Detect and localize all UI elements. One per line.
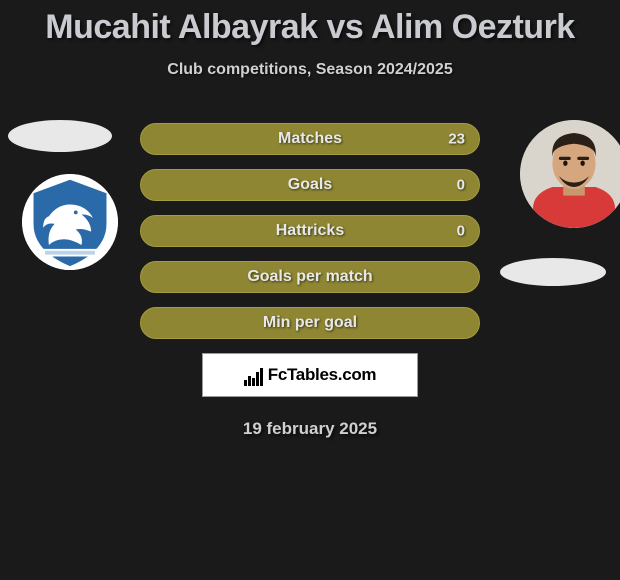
stat-row-min-per-goal: Min per goal	[140, 307, 480, 339]
club-logo-right-placeholder	[500, 258, 606, 286]
player-left-placeholder	[8, 120, 112, 152]
page-title: Mucahit Albayrak vs Alim Oezturk	[0, 0, 620, 47]
date-label: 19 february 2025	[0, 419, 620, 439]
stat-row-goals: Goals 0	[140, 169, 480, 201]
stat-label: Matches	[278, 130, 342, 148]
stat-row-matches: Matches 23	[140, 123, 480, 155]
stat-label: Hattricks	[276, 222, 344, 240]
stat-label: Min per goal	[263, 314, 357, 332]
player-avatar-right	[520, 120, 620, 228]
stat-value: 0	[457, 223, 465, 240]
source-logo-box: FcTables.com	[202, 353, 418, 397]
stat-value: 23	[448, 131, 465, 148]
club-logo-left	[22, 174, 118, 270]
source-name: FcTables.com	[268, 365, 377, 385]
stat-value: 0	[457, 177, 465, 194]
comparison-card: Mucahit Albayrak vs Alim Oezturk Club co…	[0, 0, 620, 580]
stat-label: Goals	[288, 176, 332, 194]
stat-row-goals-per-match: Goals per match	[140, 261, 480, 293]
bar-chart-icon	[244, 364, 266, 386]
stat-row-hattricks: Hattricks 0	[140, 215, 480, 247]
stat-label: Goals per match	[247, 268, 372, 286]
subtitle: Club competitions, Season 2024/2025	[0, 61, 620, 79]
